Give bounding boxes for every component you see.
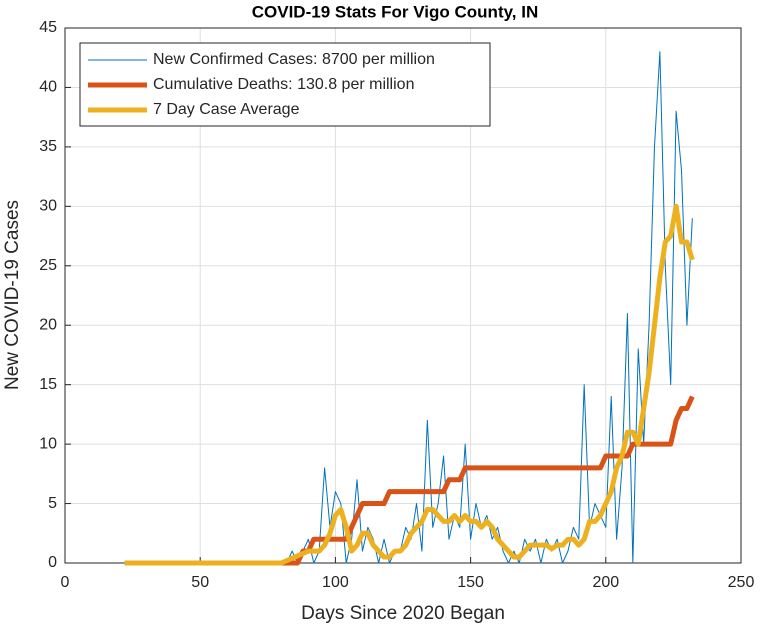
chart-title: COVID-19 Stats For Vigo County, IN	[252, 2, 539, 21]
x-tick-label: 100	[322, 574, 349, 591]
y-tick-label: 30	[39, 198, 57, 215]
x-tick-label: 150	[457, 574, 484, 591]
y-tick-label: 5	[48, 495, 57, 512]
y-tick-label: 15	[39, 376, 57, 393]
x-tick-label: 200	[592, 574, 619, 591]
y-tick-label: 40	[39, 79, 57, 96]
y-tick-label: 25	[39, 257, 57, 274]
x-tick-label: 250	[728, 574, 755, 591]
y-tick-label: 0	[48, 554, 57, 571]
x-tick-label: 0	[61, 574, 70, 591]
y-tick-label: 10	[39, 435, 57, 452]
x-axis-label: Days Since 2020 Began	[301, 603, 505, 624]
y-tick-label: 35	[39, 138, 57, 155]
y-tick-label: 45	[39, 19, 57, 36]
legend-label: Cumulative Deaths: 130.8 per million	[153, 76, 414, 93]
plot-frame	[64, 27, 742, 564]
legend-box	[79, 42, 491, 127]
y-tick-label: 20	[39, 316, 57, 333]
x-tick-label: 50	[191, 574, 209, 591]
legend-label: 7 Day Case Average	[153, 101, 300, 118]
y-axis-label: New COVID-19 Cases	[2, 200, 23, 390]
legend-label: New Confirmed Cases: 8700 per million	[153, 51, 435, 68]
series-line	[124, 203, 695, 566]
